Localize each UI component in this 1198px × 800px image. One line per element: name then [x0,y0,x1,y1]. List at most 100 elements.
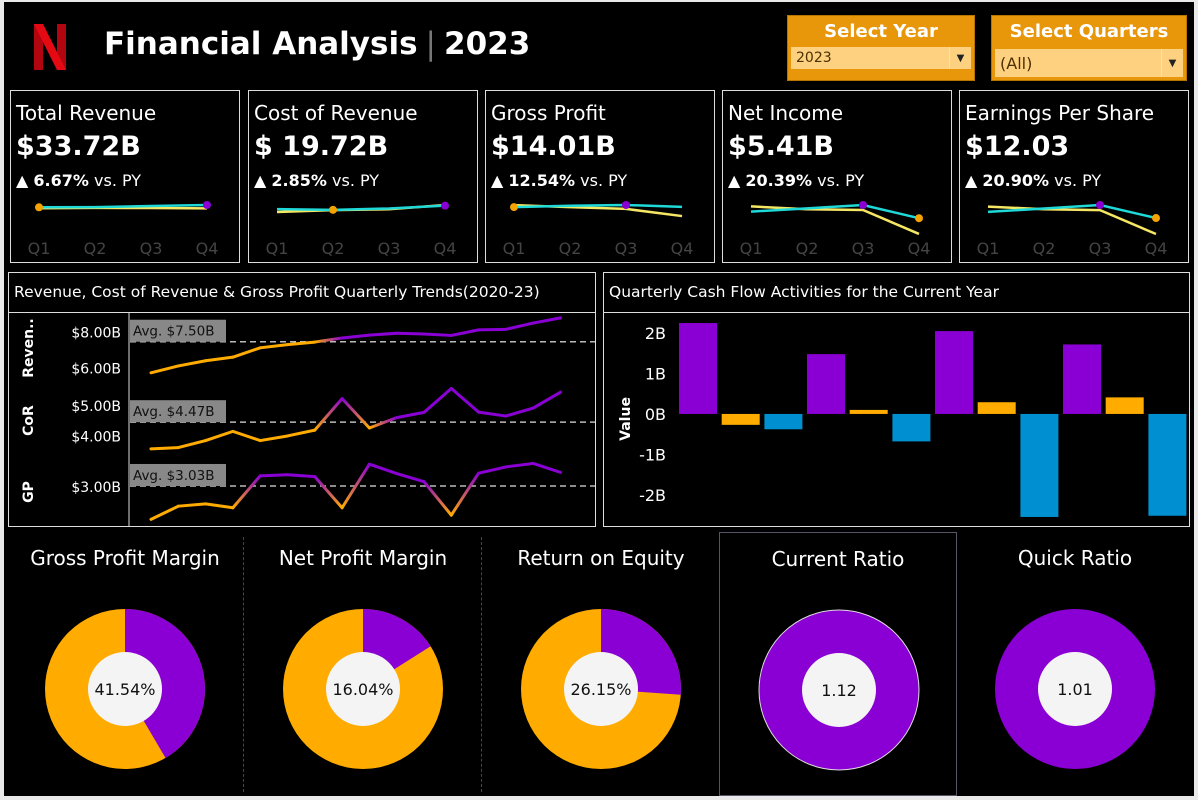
donut-chart: 26.15% [521,609,681,769]
donut-value: 1.12 [821,681,857,700]
kpi-value: $5.41B [728,131,834,162]
quarter-label: Q4 [1145,239,1168,258]
kpi-sparkline: Q1 Q2 Q3 Q4 [977,201,1168,258]
page-title: Financial Analysis | 2023 [104,26,530,62]
quarter-label: Q4 [908,239,931,258]
quarter-label: Q1 [977,239,1000,258]
kpi-title: Net Income [728,101,844,125]
y-tick-label: $5.00B [71,399,121,415]
max-point [622,201,630,209]
average-label: Avg. $3.03B [133,468,215,484]
trend-line-segment [531,316,562,325]
kpi-sparkline: Q1 Q2 Q3 Q4 [503,201,693,258]
quarter-value: (All) [1000,53,1033,73]
ratio-title: Net Profit Margin [278,546,448,570]
kpi-value: $33.72B [16,131,141,162]
kpi-title: Total Revenue [16,101,157,125]
chevron-down-icon[interactable]: ▼ [1161,49,1183,77]
min-point [35,203,43,212]
trend-line-segment [367,416,399,430]
kpi-change: ▲ 20.39% vs. PY [728,171,864,190]
cashflow-bar[interactable] [807,354,845,414]
y-tick-label: $3.00B [71,480,121,496]
ratio-donut-card: Return on Equity 26.15% [482,532,720,796]
kpi-change: ▲ 12.54% vs. PY [491,171,627,190]
y-tick-label: 1B [645,365,666,384]
cashflow-bar[interactable] [764,413,803,430]
kpi-change-value: 6.67% [33,171,89,190]
cashflow-bar[interactable] [1063,344,1101,414]
cashflow-bar[interactable] [1020,413,1059,517]
trend-line-segment [477,410,508,418]
min-point [510,203,518,212]
quarter-filter-label: Select Quarters [1009,21,1169,42]
cashflow-bar[interactable] [721,413,760,425]
trend-chart: Reven.. $8.00B $6.00B Avg. $7.50B CoR $5.00B $… [21,313,595,526]
cashflow-bar[interactable] [892,413,931,442]
kpi-change-value: 20.39% [745,171,813,190]
trend-chart-panel: Revenue, Cost of Revenue & Gross Profit … [8,272,596,527]
quarter-label: Q3 [852,239,875,258]
divider [243,537,244,792]
donut-hole [802,653,876,727]
cashflow-chart: Value 2B 1B 0B -1B -2B [618,323,1187,517]
quarter-label: Q1 [28,239,51,258]
title-year: 2023 [444,26,531,62]
series-label: Reven.. [21,318,37,378]
cashflow-bar[interactable] [679,323,717,414]
trend-line-segment [340,397,371,430]
kpi-sparkline: Q1 Q2 Q3 Q4 [266,201,456,258]
year-dropdown[interactable]: 2023 ▼ [791,47,971,69]
kpi-card: Net Income $5.41B ▲ 20.39% vs. PY Q1 Q2 Q3 Q… [722,90,952,263]
series-label: GP [21,481,37,503]
donut-hole [1038,652,1112,726]
quarter-label: Q2 [1033,239,1056,258]
min-point [915,214,923,223]
cashflow-bar[interactable] [1148,413,1187,516]
min-point [1152,214,1160,223]
kpi-change-suffix: vs. PY [94,171,142,190]
current-year-line [987,203,1157,220]
trend-line-segment [449,328,481,337]
up-arrow-icon: ▲ [965,171,978,190]
kpi-title: Cost of Revenue [254,101,418,125]
trend-line-segment [258,473,289,478]
cashflow-chart-panel: Quarterly Cash Flow Activities for the C… [603,272,1190,527]
current-year-line [276,204,446,212]
trend-line-segment [504,461,535,469]
donut-hole [326,652,400,726]
quarter-label: Q4 [196,239,219,258]
donut-value: 16.04% [332,680,393,699]
kpi-change-suffix: vs. PY [817,171,865,190]
trend-line-segment [286,340,317,347]
chevron-down-icon[interactable]: ▼ [949,47,971,69]
donut-value: 41.54% [94,680,155,699]
kpi-value: $14.01B [491,131,616,162]
quarter-label: Q3 [378,239,401,258]
cashflow-bar[interactable] [935,331,973,414]
quarter-label: Q1 [266,239,289,258]
cashflow-bar[interactable] [977,402,1016,414]
kpi-change-suffix: vs. PY [332,171,380,190]
y-axis-title: Value [618,397,634,441]
quarter-filter: Select Quarters (All) ▼ [991,15,1187,81]
quarter-dropdown[interactable]: (All) ▼ [995,49,1183,77]
kpi-change-suffix: vs. PY [1054,171,1102,190]
trend-line-segment [231,474,262,510]
cashflow-bar[interactable] [849,409,888,414]
average-label-bg [130,319,226,342]
max-point [1096,201,1104,209]
trend-line-segment [313,336,344,344]
kpi-title: Earnings Per Share [965,101,1155,125]
donut-chart: 1.01 [995,609,1155,769]
trend-line-segment [313,475,344,510]
netflix-logo [34,24,66,70]
cashflow-bar[interactable] [1105,397,1144,414]
donut-slice [125,609,205,758]
trend-line-segment [504,406,535,418]
trend-line-segment [367,462,399,476]
trend-line-segment [449,471,481,517]
kpi-card: Total Revenue $33.72B ▲ 6.67% vs. PY Q1 Q2… [10,90,240,263]
trend-line-segment [231,429,262,443]
donut-value: 26.15% [570,680,631,699]
